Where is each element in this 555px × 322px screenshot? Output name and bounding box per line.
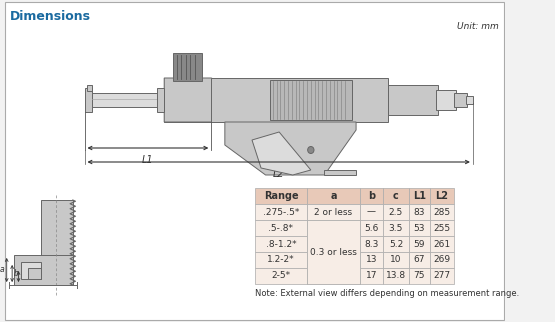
Bar <box>41 200 73 285</box>
Bar <box>307 188 360 204</box>
Bar <box>408 268 430 284</box>
Text: a: a <box>330 191 337 201</box>
Bar <box>211 78 388 122</box>
Bar <box>384 204 408 220</box>
Bar <box>384 268 408 284</box>
Bar <box>430 204 454 220</box>
Bar <box>360 188 384 204</box>
Bar <box>255 188 307 204</box>
Text: .8-1.2*: .8-1.2* <box>266 240 296 249</box>
Bar <box>360 268 384 284</box>
Text: Unit: mm: Unit: mm <box>457 22 499 31</box>
Bar <box>454 93 467 107</box>
Text: a: a <box>0 266 4 274</box>
Bar <box>157 88 164 112</box>
Bar <box>84 88 92 112</box>
Text: L2: L2 <box>273 169 284 179</box>
Text: 269: 269 <box>433 255 451 264</box>
Text: .275-.5*: .275-.5* <box>263 207 299 216</box>
Bar <box>164 78 211 122</box>
Bar <box>408 204 430 220</box>
Text: 5.2: 5.2 <box>389 240 403 249</box>
Bar <box>307 252 360 268</box>
Text: 277: 277 <box>433 271 451 280</box>
Bar <box>430 220 454 236</box>
Bar <box>28 268 41 279</box>
Bar <box>430 252 454 268</box>
Text: 261: 261 <box>433 240 451 249</box>
Text: 13.8: 13.8 <box>386 271 406 280</box>
Text: 2 or less: 2 or less <box>314 207 352 216</box>
Bar <box>255 236 307 252</box>
Text: 17: 17 <box>366 271 377 280</box>
Bar <box>21 262 41 279</box>
Text: —: — <box>367 207 376 216</box>
Polygon shape <box>164 78 225 122</box>
Text: b: b <box>368 191 375 201</box>
Text: 255: 255 <box>433 223 451 232</box>
Bar <box>255 204 307 220</box>
Text: 53: 53 <box>413 223 425 232</box>
Bar <box>408 236 430 252</box>
Circle shape <box>307 147 314 154</box>
Bar <box>384 236 408 252</box>
Bar <box>430 236 454 252</box>
Polygon shape <box>252 132 311 175</box>
Bar <box>255 252 307 268</box>
Text: c: c <box>21 271 25 280</box>
Text: 8.3: 8.3 <box>364 240 379 249</box>
Bar <box>360 236 384 252</box>
Text: Dimensions: Dimensions <box>9 10 90 23</box>
Bar <box>388 85 437 115</box>
Text: L2: L2 <box>436 191 448 201</box>
Bar <box>173 53 202 81</box>
Bar <box>87 85 92 91</box>
Bar <box>14 255 73 285</box>
Bar <box>255 220 307 236</box>
Bar <box>307 220 360 236</box>
Bar <box>436 90 456 110</box>
Bar <box>325 170 356 175</box>
Bar <box>307 268 360 284</box>
Text: .5-.8*: .5-.8* <box>269 223 294 232</box>
Text: 3.5: 3.5 <box>388 223 403 232</box>
Text: L1: L1 <box>142 155 154 165</box>
Bar <box>92 93 160 107</box>
Bar <box>430 188 454 204</box>
Text: 59: 59 <box>413 240 425 249</box>
Bar <box>360 220 384 236</box>
Bar <box>360 204 384 220</box>
Bar <box>307 204 360 220</box>
Bar <box>270 80 351 120</box>
Text: 10: 10 <box>390 255 402 264</box>
Text: 83: 83 <box>413 207 425 216</box>
Text: 75: 75 <box>413 271 425 280</box>
Text: 0.3 or less: 0.3 or less <box>310 248 357 257</box>
Text: 67: 67 <box>413 255 425 264</box>
Bar <box>384 188 408 204</box>
Bar <box>307 220 360 284</box>
Bar <box>360 252 384 268</box>
Text: L1: L1 <box>413 191 426 201</box>
Text: 13: 13 <box>366 255 377 264</box>
Bar <box>408 220 430 236</box>
Bar <box>430 268 454 284</box>
Text: c: c <box>393 191 399 201</box>
Bar <box>384 220 408 236</box>
Text: Note: External view differs depending on measurement range.: Note: External view differs depending on… <box>255 289 519 298</box>
Bar <box>384 252 408 268</box>
Text: 285: 285 <box>433 207 451 216</box>
Bar <box>408 188 430 204</box>
Text: 1.2-2*: 1.2-2* <box>267 255 295 264</box>
Text: 2-5*: 2-5* <box>271 271 290 280</box>
Text: 5.6: 5.6 <box>364 223 379 232</box>
Bar <box>466 96 473 104</box>
Bar <box>255 268 307 284</box>
Text: Range: Range <box>264 191 298 201</box>
Polygon shape <box>225 122 356 175</box>
Text: b: b <box>13 269 18 278</box>
Bar <box>307 236 360 252</box>
Bar <box>408 252 430 268</box>
Text: 2.5: 2.5 <box>389 207 403 216</box>
